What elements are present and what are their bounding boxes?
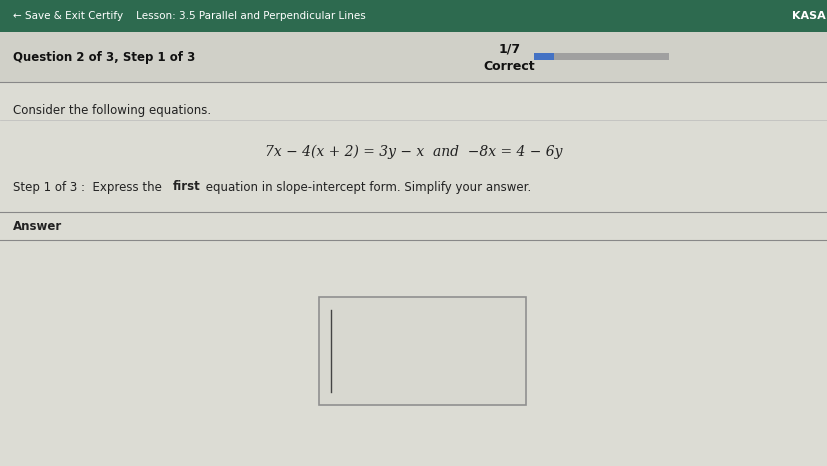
Text: first: first [172,180,200,193]
Text: 7x − 4(x + 2) = 3y − x  and  −8x = 4 − 6y: 7x − 4(x + 2) = 3y − x and −8x = 4 − 6y [265,145,562,159]
Text: equation in slope-intercept form. Simplify your answer.: equation in slope-intercept form. Simpli… [202,180,530,193]
Bar [0,32,827,82]
Bar [0,240,827,466]
Text: Consider the following equations.: Consider the following equations. [13,103,211,116]
Text: 1/7: 1/7 [498,42,519,55]
Text: Correct: Correct [483,60,534,73]
Text: Step 1 of 3 :  Express the: Step 1 of 3 : Express the [13,180,165,193]
Text: Answer: Answer [13,219,62,233]
Text: KASA: KASA [791,11,825,21]
Bar [0,82,827,212]
Bar [533,53,552,60]
Text: Question 2 of 3, Step 1 of 3: Question 2 of 3, Step 1 of 3 [13,50,195,63]
Text: ← Save & Exit Certify    Lesson: 3.5 Parallel and Perpendicular Lines: ← Save & Exit Certify Lesson: 3.5 Parall… [13,11,366,21]
Bar [533,53,668,60]
Bar [0,212,827,240]
Bar [318,296,525,405]
Bar [0,0,827,32]
